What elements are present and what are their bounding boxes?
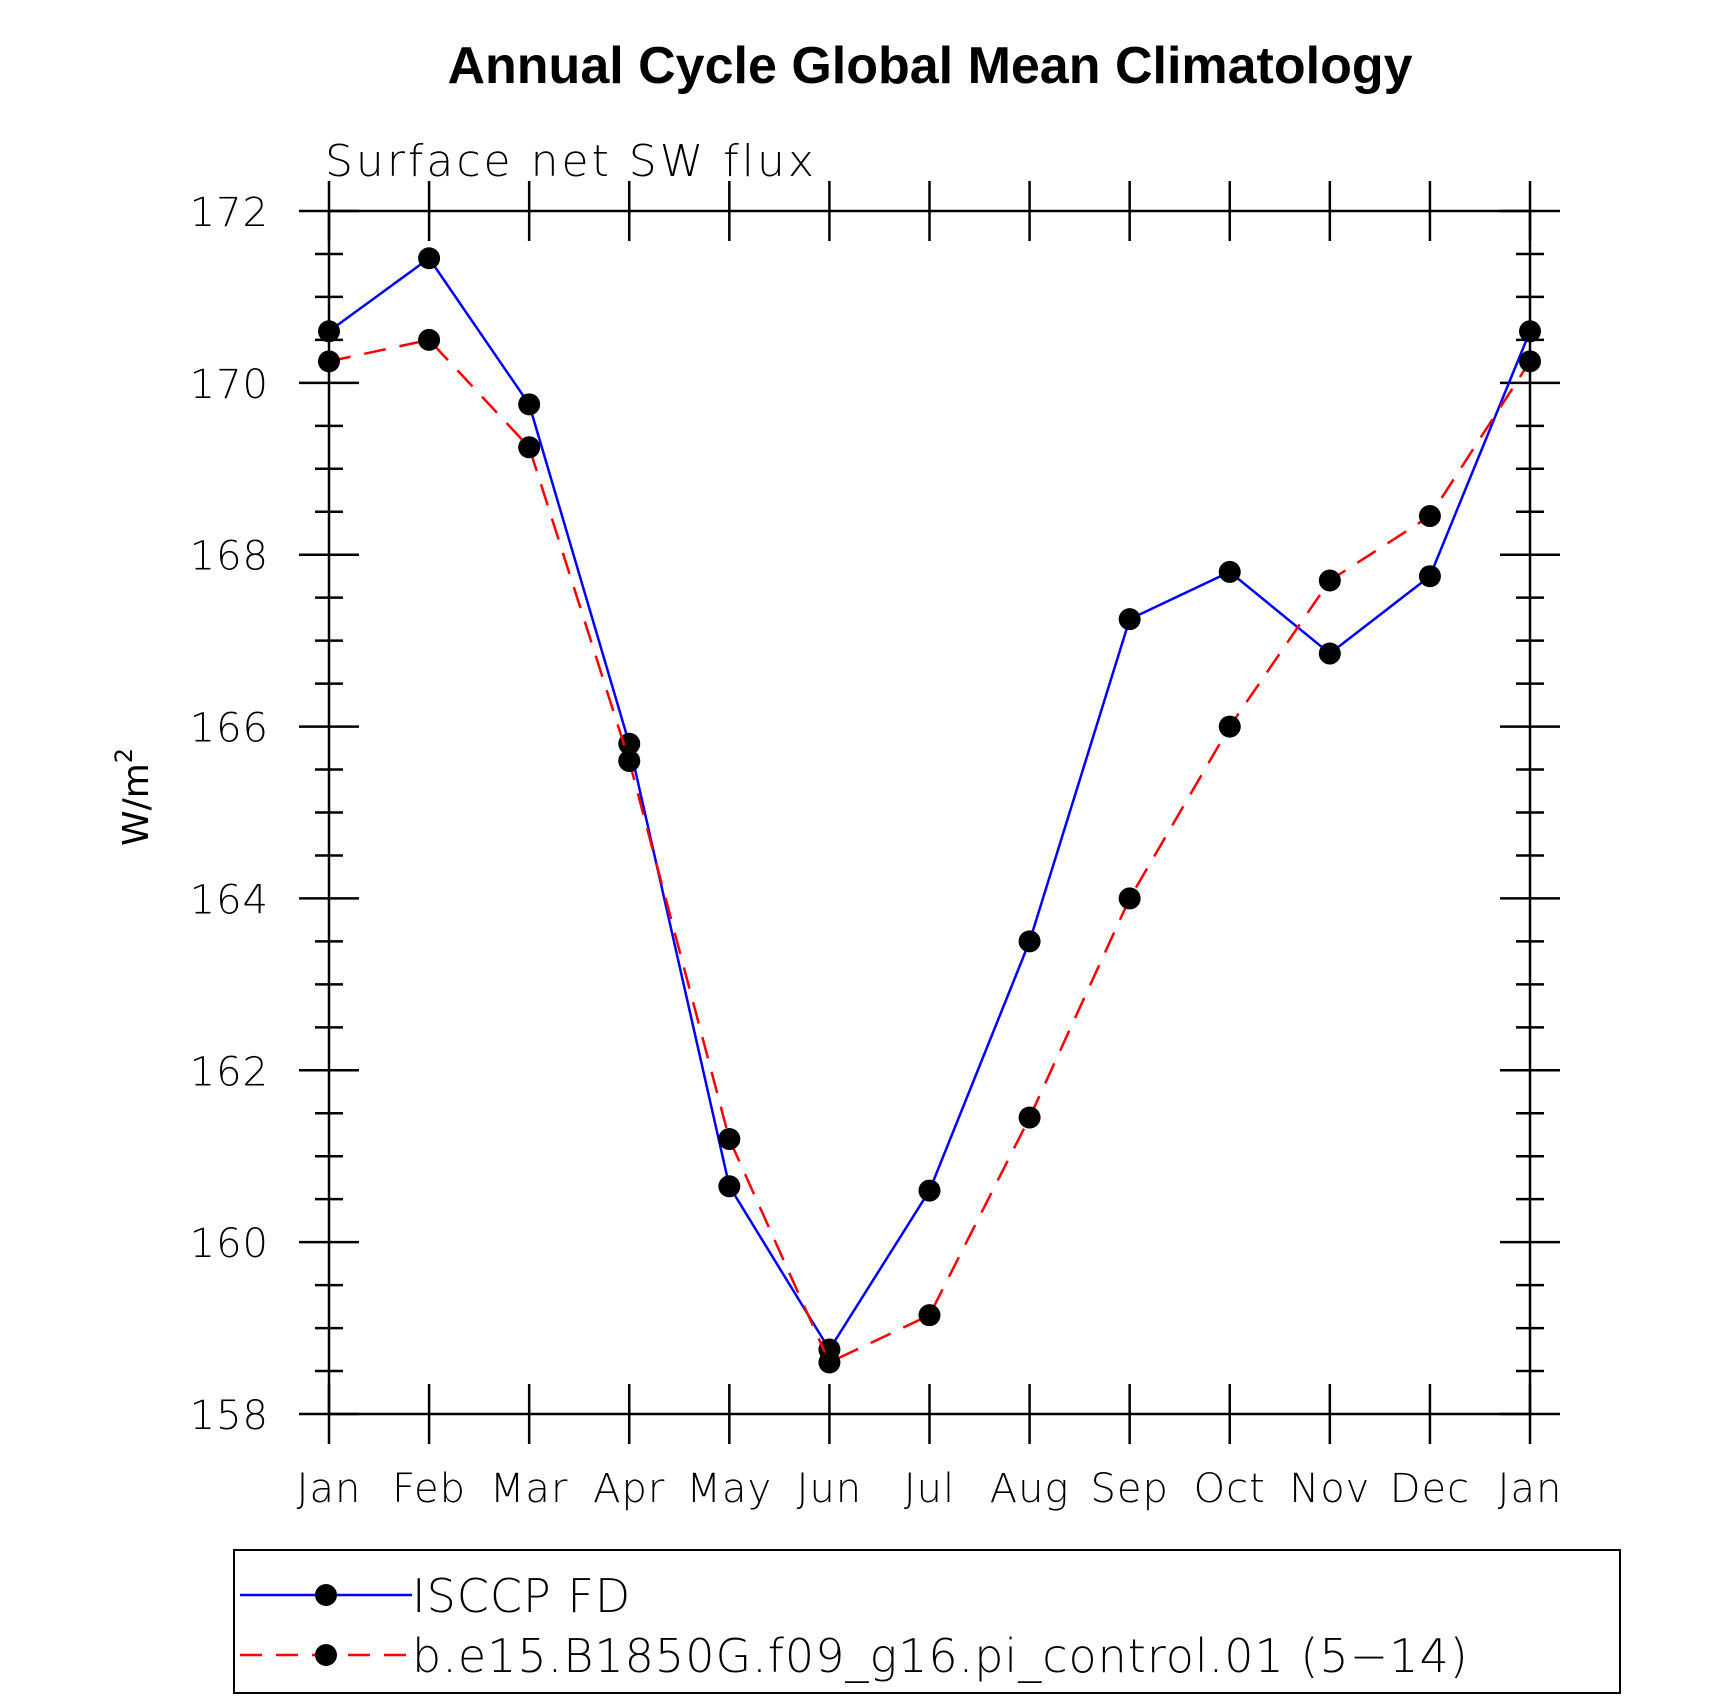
y-axis-label-superscript: 2 — [110, 748, 138, 763]
data-point — [1318, 642, 1341, 665]
x-tick-label: Jan — [297, 1466, 362, 1512]
x-tick-label: Feb — [392, 1466, 466, 1512]
data-point — [418, 247, 441, 270]
data-point — [918, 1304, 941, 1327]
chart-title: Annual Cycle Global Mean Climatology — [447, 37, 1412, 95]
data-point — [1218, 715, 1241, 738]
x-tick-label: Jun — [797, 1466, 863, 1512]
plot-frame — [327, 209, 1532, 1416]
data-point — [1318, 569, 1341, 592]
data-point — [618, 732, 641, 755]
x-tick-label: Oct — [1194, 1466, 1266, 1512]
data-point — [518, 393, 541, 416]
legend-label-isccp: ISCCP FD — [412, 1569, 631, 1623]
data-point — [1418, 505, 1441, 528]
y-tick-label: 166 — [190, 706, 269, 752]
data-point — [1118, 887, 1141, 910]
data-point — [1519, 350, 1541, 373]
legend: ISCCP FD b.e15.B1850G.f09_g16.pi_control… — [233, 1549, 1621, 1694]
x-tick-label: Mar — [490, 1466, 568, 1512]
legend-marker-isccp — [315, 1584, 337, 1606]
data-point — [818, 1351, 841, 1374]
y-axis-label-base: W/m — [116, 763, 157, 846]
series-1 — [318, 328, 1541, 1374]
data-point — [418, 328, 441, 351]
axis-tick-labels: Jan Feb Mar Apr May Jun Jul Aug Sep Oct Nov Dec Jan 1… — [190, 190, 1563, 1512]
x-tick-label: Aug — [990, 1466, 1070, 1512]
data-point — [618, 749, 641, 772]
plot-area-border — [327, 209, 1532, 1416]
legend-box — [233, 1549, 1621, 1694]
data-point — [1418, 565, 1441, 588]
legend-marker-model — [315, 1644, 337, 1666]
data-point — [1118, 608, 1141, 631]
x-tick-label: Dec — [1390, 1466, 1470, 1512]
data-point — [1018, 1106, 1041, 1129]
series-0 — [318, 247, 1541, 1361]
data-point — [318, 320, 340, 343]
y-tick-label: 164 — [190, 877, 269, 923]
y-tick-label: 162 — [190, 1049, 269, 1095]
x-tick-label: Jan — [1498, 1466, 1563, 1512]
data-point — [518, 436, 541, 459]
y-tick-label: 170 — [190, 362, 269, 408]
data-point — [1018, 930, 1041, 953]
data-point — [1218, 560, 1241, 583]
y-tick-label: 158 — [190, 1393, 269, 1439]
series-line-1 — [328, 338, 1532, 1365]
svg-text:W/m2: W/m2 — [110, 748, 157, 846]
data-point — [718, 1175, 741, 1198]
y-axis-label: W/m2 — [110, 748, 157, 846]
y-tick-label: 168 — [190, 534, 269, 580]
legend-entry-model: b.e15.B1850G.f09_g16.pi_control.01 (5−14… — [240, 1629, 1469, 1683]
y-tick-label: 160 — [190, 1221, 269, 1267]
data-point — [918, 1179, 941, 1202]
x-tick-label: Sep — [1090, 1466, 1168, 1512]
legend-label-model: b.e15.B1850G.f09_g16.pi_control.01 (5−14… — [412, 1629, 1469, 1683]
x-tick-label: Jul — [904, 1466, 955, 1512]
x-tick-label: May — [686, 1466, 772, 1512]
axis-ticks — [299, 181, 1560, 1444]
data-point — [318, 350, 340, 373]
chart-subtitle: Surface net SW flux — [325, 136, 817, 187]
y-tick-label: 172 — [190, 190, 269, 236]
legend-entry-isccp: ISCCP FD — [240, 1569, 631, 1623]
x-tick-label: Nov — [1289, 1466, 1370, 1512]
data-point — [718, 1128, 741, 1151]
data-point — [1519, 320, 1541, 343]
x-tick-label: Apr — [593, 1466, 665, 1512]
series-layer — [318, 247, 1541, 1374]
